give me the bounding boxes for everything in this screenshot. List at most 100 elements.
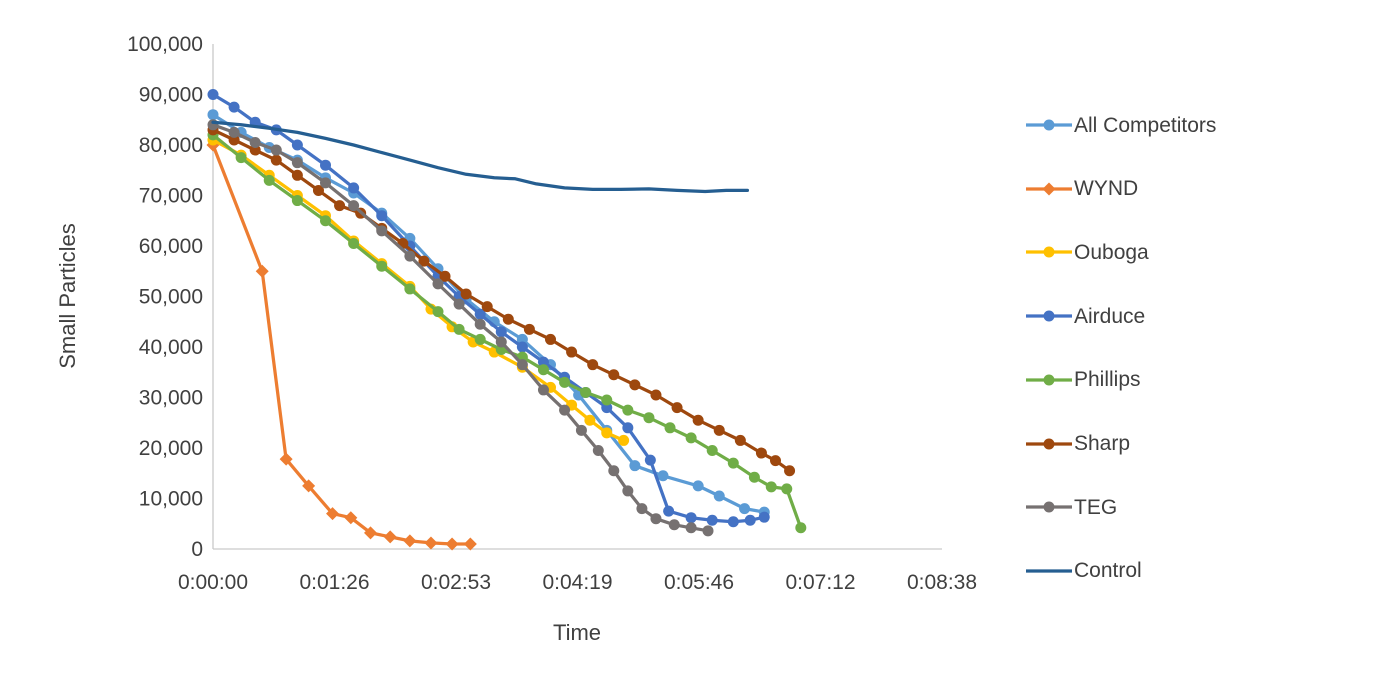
y-tick-label: 0 [191,538,203,561]
data-point-marker [376,225,388,237]
data-point-marker [249,144,261,156]
data-point-marker [685,522,697,534]
data-point-marker [439,270,451,282]
data-point-marker [344,511,358,525]
data-point-marker [650,389,662,401]
data-point-marker [364,526,377,540]
data-point-marker [1043,310,1055,322]
data-point-marker [320,177,331,189]
x-axis-title: Time [552,620,602,645]
data-point-marker [748,471,760,483]
x-tick-label: 0:01:26 [299,571,369,594]
legend-swatch-teg [1026,501,1072,513]
data-point-marker [516,333,528,345]
data-point-marker [481,301,493,313]
data-point-marker [629,460,641,472]
data-point-marker [1042,182,1056,196]
data-point-marker [559,376,571,388]
legend-label-phillips: Phillips [1074,368,1141,392]
data-point-marker [348,237,360,249]
legend-item-ouboga: Ouboga [1025,239,1365,265]
data-point-marker [463,537,477,551]
legend-label-all-competitors: All Competitors [1074,113,1217,137]
series-wynd [206,138,477,551]
data-point-marker [685,432,697,444]
data-point-marker [334,200,346,212]
data-point-marker [643,412,655,424]
data-point-marker [495,326,507,338]
data-point-marker [692,414,704,426]
y-tick-label: 100,000 [127,33,203,56]
data-point-marker [474,333,486,345]
data-point-marker [453,323,465,335]
legend-item-teg: TEG [1025,494,1365,520]
data-point-marker [713,424,725,436]
series-line-control [211,120,750,194]
x-tick-label: 0:00:00 [178,571,248,594]
y-tick-label: 60,000 [139,235,203,258]
data-point-marker [312,184,324,196]
legend-label-teg: TEG [1074,495,1118,519]
data-point-marker [445,537,459,551]
data-point-marker [702,525,714,537]
x-tick-label: 0:08:38 [907,571,977,594]
data-point-marker [537,356,549,368]
data-point-marker [291,157,303,169]
data-point-marker [474,308,486,320]
legend-label-airduce: Airduce [1074,304,1146,328]
data-point-marker [404,283,416,295]
data-point-marker [566,346,578,358]
data-point-marker [692,480,704,492]
data-point-marker [291,195,303,207]
data-point-marker [618,434,630,446]
data-point-marker [587,359,599,371]
data-point-marker [537,384,549,396]
data-point-marker [1043,374,1055,386]
y-tick-label: 50,000 [139,286,203,309]
chart-legend: All Competitors WYND Ouboga Airduce Phillips… [1025,112,1365,584]
data-point-marker [207,109,219,121]
data-point-marker [270,154,282,166]
y-tick-label: 10,000 [139,488,203,511]
data-point-marker [770,455,781,467]
series-phillips [207,129,807,534]
data-point-marker [644,454,656,466]
data-point-marker [495,336,507,348]
line-chart-canvas: 0 10,000 20,000 30,000 40,000 50,000 60,000 70,… [127,33,977,594]
data-point-marker [255,264,269,278]
y-tick-label: 90,000 [139,84,203,107]
data-point-marker [403,534,417,548]
data-point-marker [348,182,360,194]
data-point-marker [592,445,604,457]
data-point-marker [601,427,613,439]
legend-label-sharp: Sharp [1074,432,1131,456]
data-point-marker [291,139,303,151]
data-point-marker [207,89,219,100]
data-point-marker [228,134,240,146]
data-point-marker [537,364,549,376]
data-point-marker [263,174,275,186]
data-point-marker [664,422,676,434]
data-point-marker [228,126,240,138]
data-point-marker [636,503,648,515]
data-point-marker [516,359,528,371]
legend-swatch-ouboga [1026,246,1072,258]
data-point-marker [502,313,514,325]
data-point-marker [755,447,767,459]
data-point-marker [765,481,777,493]
data-point-marker [1043,438,1055,450]
data-point-marker [622,404,634,416]
data-point-marker [739,503,751,515]
data-point-marker [545,333,556,345]
data-point-marker [270,144,282,156]
legend-item-airduce: Airduce [1025,303,1365,329]
legend-item-wynd: WYND [1025,176,1365,202]
data-point-marker [781,483,793,495]
data-point-marker [608,369,620,381]
legend-label-wynd: WYND [1074,177,1139,201]
data-point-marker [432,306,444,318]
y-axis-title: Small Particles [55,223,80,369]
data-point-marker [629,379,641,391]
data-point-marker [575,424,587,436]
legend-swatch-all-competitors [1026,119,1072,131]
